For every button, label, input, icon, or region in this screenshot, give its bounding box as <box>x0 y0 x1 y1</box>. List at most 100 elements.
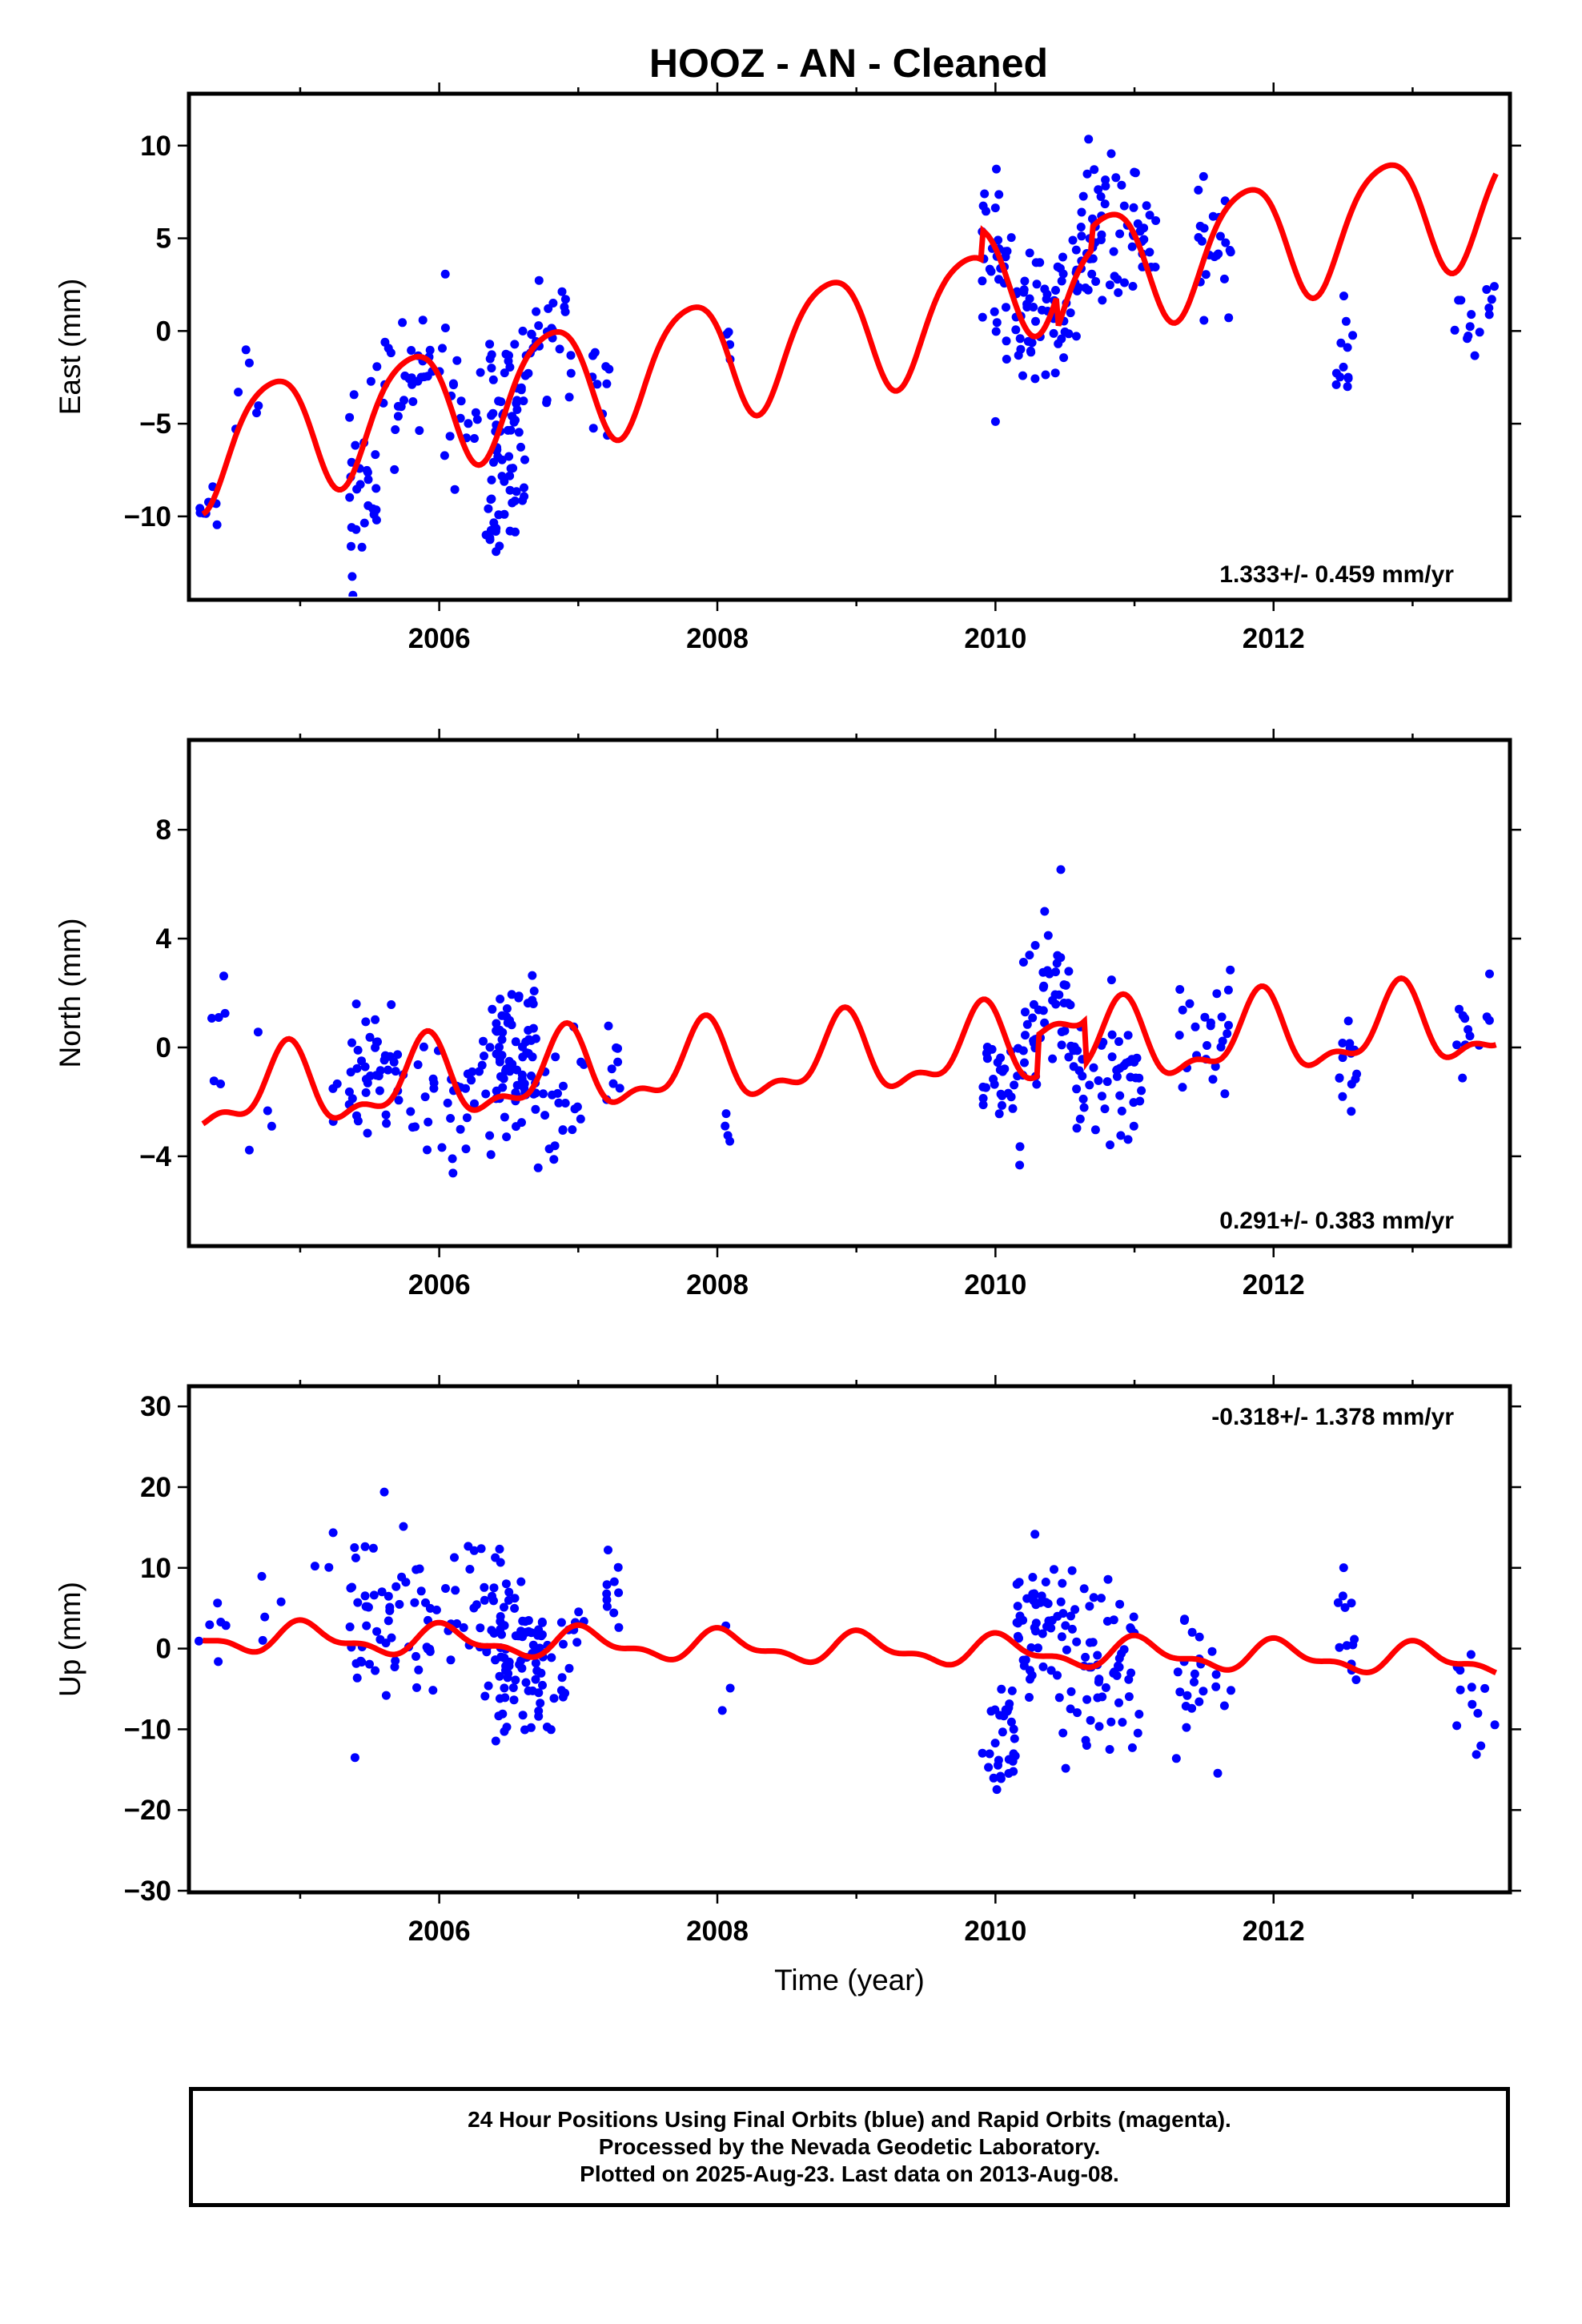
velocity-rate-label: 0.291+/- 0.383 mm/yr <box>1219 1208 1454 1234</box>
data-point <box>985 1749 994 1759</box>
data-point <box>1217 1012 1227 1022</box>
data-point <box>609 1608 619 1618</box>
data-point <box>990 416 1000 426</box>
y-tick-label: 0 <box>156 316 171 347</box>
data-point <box>534 321 544 331</box>
x-tick-label: 2010 <box>964 1269 1026 1301</box>
data-point <box>990 1739 1000 1748</box>
data-point <box>387 1633 396 1642</box>
data-point <box>375 1066 385 1076</box>
data-point <box>461 1144 471 1154</box>
data-point <box>1030 941 1040 950</box>
data-point <box>1490 282 1499 292</box>
data-point <box>1224 1020 1233 1030</box>
data-point <box>345 1622 355 1631</box>
data-point <box>456 1124 465 1134</box>
data-point <box>614 1588 624 1598</box>
data-point <box>607 1064 616 1074</box>
data-point <box>531 1034 540 1043</box>
data-point <box>351 525 361 534</box>
data-point <box>1082 1741 1091 1750</box>
data-point <box>452 1619 462 1628</box>
data-point <box>500 1602 508 1612</box>
data-point <box>564 392 574 402</box>
data-point <box>1200 1012 1210 1022</box>
data-point <box>570 1104 580 1114</box>
data-point <box>1037 1591 1046 1601</box>
data-point <box>1079 1584 1089 1594</box>
data-point <box>1040 284 1050 294</box>
data-point <box>1081 1652 1090 1662</box>
data-point <box>1049 328 1058 338</box>
data-point <box>1114 1698 1123 1707</box>
data-point <box>368 1543 378 1553</box>
data-point <box>1010 1751 1020 1761</box>
data-point <box>408 397 418 406</box>
data-point <box>484 504 493 513</box>
data-point <box>1023 336 1033 346</box>
data-point <box>1115 229 1125 239</box>
data-point <box>1098 1692 1107 1702</box>
data-point <box>353 1116 363 1126</box>
data-point <box>991 327 1001 336</box>
data-point <box>1072 1637 1082 1647</box>
data-point <box>1342 1641 1351 1651</box>
data-point <box>978 312 987 322</box>
data-point <box>464 1542 473 1551</box>
data-point <box>383 344 393 353</box>
data-point <box>1072 1124 1082 1133</box>
data-point <box>522 1048 532 1058</box>
data-point <box>520 1079 529 1088</box>
data-point <box>488 1004 497 1014</box>
data-point <box>1343 374 1353 383</box>
data-point <box>558 1125 568 1135</box>
data-point <box>504 1587 514 1597</box>
data-point <box>1145 247 1154 257</box>
y-axis-label: East (mm) <box>54 279 86 416</box>
data-point <box>721 1109 731 1119</box>
model-fit-curve <box>201 162 1499 517</box>
data-point <box>252 408 261 418</box>
data-point <box>420 1092 430 1102</box>
data-point <box>1213 1768 1223 1778</box>
data-point <box>721 1121 730 1131</box>
data-point <box>1050 368 1060 378</box>
data-point <box>1025 1693 1034 1702</box>
data-point <box>361 1088 371 1097</box>
data-point <box>1476 1741 1486 1751</box>
footer-line-plotted: Plotted on 2025-Aug-23. Last data on 201… <box>580 2161 1119 2186</box>
data-point <box>1091 277 1101 286</box>
data-point <box>1484 304 1494 312</box>
data-point <box>1015 334 1025 344</box>
data-point <box>1227 1686 1235 1695</box>
data-point <box>1134 1710 1144 1719</box>
data-point <box>372 362 382 372</box>
data-point <box>494 1711 504 1721</box>
data-point <box>1490 1720 1500 1730</box>
data-point <box>347 1038 356 1047</box>
data-point <box>351 999 361 1009</box>
data-point <box>1115 1599 1125 1609</box>
data-point <box>547 1653 556 1663</box>
data-point <box>393 412 403 421</box>
data-point <box>372 1626 382 1636</box>
data-point <box>475 1067 484 1076</box>
data-point <box>1103 1574 1113 1584</box>
data-point <box>491 1655 500 1665</box>
data-point <box>1046 1623 1056 1633</box>
y-tick-label: 0 <box>156 1032 171 1063</box>
data-point <box>1126 1072 1135 1082</box>
data-point <box>1119 201 1129 211</box>
data-point <box>1109 1615 1118 1625</box>
data-point <box>996 1053 1006 1063</box>
data-point <box>216 1618 226 1626</box>
plot-frame <box>187 91 1512 602</box>
data-point <box>438 344 447 353</box>
data-point <box>464 419 473 428</box>
data-point <box>1468 1699 1477 1709</box>
data-point <box>450 485 460 494</box>
data-point <box>1216 1043 1226 1051</box>
data-point <box>375 1086 384 1096</box>
data-point <box>560 295 570 304</box>
